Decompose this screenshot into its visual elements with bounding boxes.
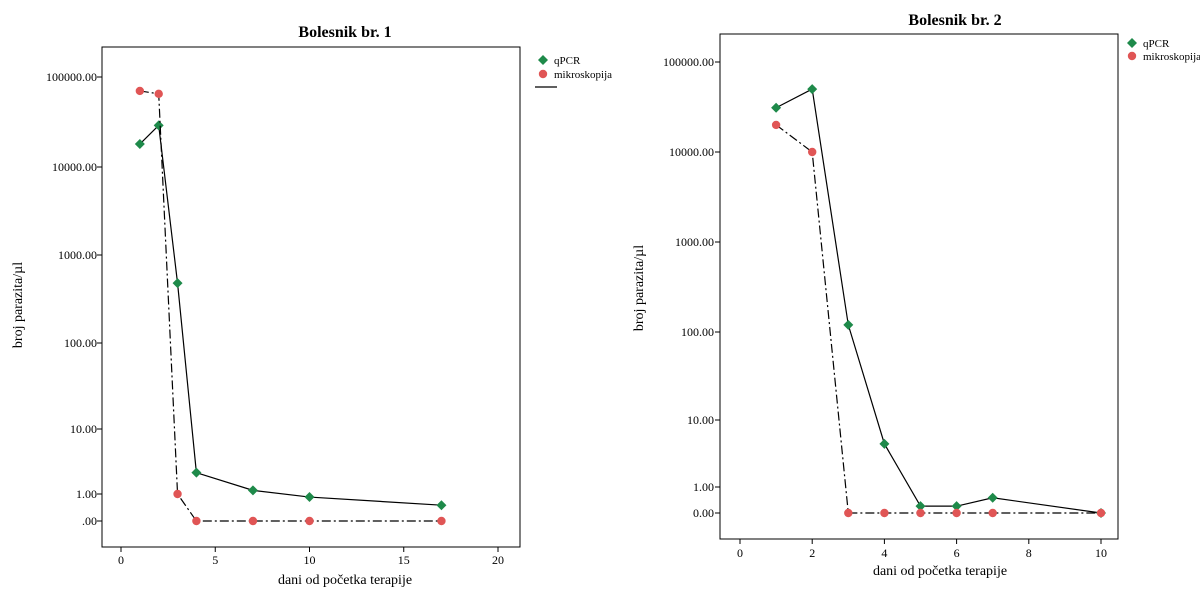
x-tick-label: 6 <box>954 546 960 560</box>
chart-title: Bolesnik br. 1 <box>298 24 391 41</box>
x-tick-label: 4 <box>881 546 887 560</box>
series-line-mikroskopija <box>775 124 1101 514</box>
data-point-qpcr <box>247 485 258 496</box>
legend-marker-mikroskopija <box>1127 51 1137 61</box>
data-point-mikroskopija <box>771 120 781 130</box>
legend-label-mikroskopija: mikroskopija <box>554 69 612 81</box>
y-axis-label: broj parazita/µl <box>11 262 26 348</box>
data-point-mikroskopija <box>248 516 258 526</box>
data-point-qpcr <box>951 501 962 512</box>
series-line-mikroskopija <box>139 90 442 522</box>
y-tick-label: .00 <box>82 514 97 528</box>
x-tick-label: 15 <box>398 553 410 567</box>
data-point-mikroskopija <box>916 508 925 518</box>
plot-frame <box>101 46 521 548</box>
y-axis-label: broj parazita/µl <box>632 245 647 331</box>
legend-label-qpcr: qPCR <box>554 55 581 67</box>
series-line-qpcr <box>139 124 442 506</box>
x-tick-label: 0 <box>737 546 743 560</box>
data-point-qpcr <box>915 501 926 512</box>
x-tick-label: 20 <box>492 553 504 567</box>
data-point-qpcr <box>879 438 890 449</box>
data-point-mikroskopija <box>192 516 201 526</box>
y-tick-label: 100.00 <box>681 325 714 339</box>
chart-2: Bolesnik br. 2100000.0010000.001000.0010… <box>632 12 1200 579</box>
x-tick-label: 10 <box>304 553 316 567</box>
y-tick-label: 1000.00 <box>58 248 97 262</box>
data-point-qpcr <box>436 500 447 511</box>
data-point-mikroskopija <box>135 86 145 96</box>
data-point-mikroskopija <box>844 508 853 518</box>
y-tick-label: 1000.00 <box>675 235 714 249</box>
data-point-qpcr <box>987 492 998 503</box>
plot-frame <box>719 33 1119 540</box>
x-axis-label: dani od početka terapije <box>278 573 412 588</box>
data-point-qpcr <box>771 102 782 113</box>
data-point-qpcr <box>134 139 145 150</box>
data-point-qpcr <box>191 467 202 478</box>
y-tick-label: 10.00 <box>687 413 714 427</box>
data-point-mikroskopija <box>952 508 961 518</box>
data-point-mikroskopija <box>437 516 446 526</box>
data-point-qpcr <box>304 492 315 503</box>
data-point-mikroskopija <box>305 516 314 526</box>
x-tick-label: 8 <box>1026 546 1032 560</box>
data-point-mikroskopija <box>880 508 889 518</box>
y-tick-label: 100000.00 <box>663 55 714 69</box>
legend: qPCR mikroskopija <box>535 55 612 88</box>
data-point-qpcr <box>843 319 854 330</box>
x-tick-label: 0 <box>118 553 124 567</box>
chart-title: Bolesnik br. 2 <box>908 12 1001 29</box>
y-tick-label: 10000.00 <box>669 145 714 159</box>
legend-marker-qpcr <box>538 55 548 65</box>
y-tick-label: 10000.00 <box>52 160 97 174</box>
x-axis-label: dani od početka terapije <box>873 564 1007 579</box>
x-tick-label: 2 <box>809 546 815 560</box>
data-point-mikroskopija <box>173 489 182 499</box>
data-point-mikroskopija <box>988 508 997 518</box>
legend-marker-qpcr <box>1127 38 1137 48</box>
data-point-mikroskopija <box>808 147 817 157</box>
y-tick-label: 0.00 <box>693 506 714 520</box>
data-point-qpcr <box>153 120 164 131</box>
legend-label-qpcr: qPCR <box>1143 38 1170 50</box>
series-line-qpcr <box>775 88 1102 514</box>
y-tick-label: 1.00 <box>76 487 97 501</box>
data-point-mikroskopija <box>154 89 163 99</box>
x-tick-label: 5 <box>212 553 218 567</box>
legend-marker-mikroskopija <box>538 69 548 79</box>
y-tick-label: 10.00 <box>70 422 97 436</box>
data-point-qpcr <box>807 84 818 95</box>
data-point-qpcr <box>172 278 183 289</box>
data-point-mikroskopija <box>1096 508 1106 518</box>
y-tick-label: 100000.00 <box>46 70 97 84</box>
y-tick-label: 100.00 <box>64 336 97 350</box>
chart-1: Bolesnik br. 1 100000.00 10000.00 1000.00 10… <box>11 24 612 588</box>
x-tick-label: 10 <box>1095 546 1107 560</box>
legend-label-mikroskopija: mikroskopija <box>1143 51 1200 63</box>
y-tick-label: 1.00 <box>693 480 714 494</box>
